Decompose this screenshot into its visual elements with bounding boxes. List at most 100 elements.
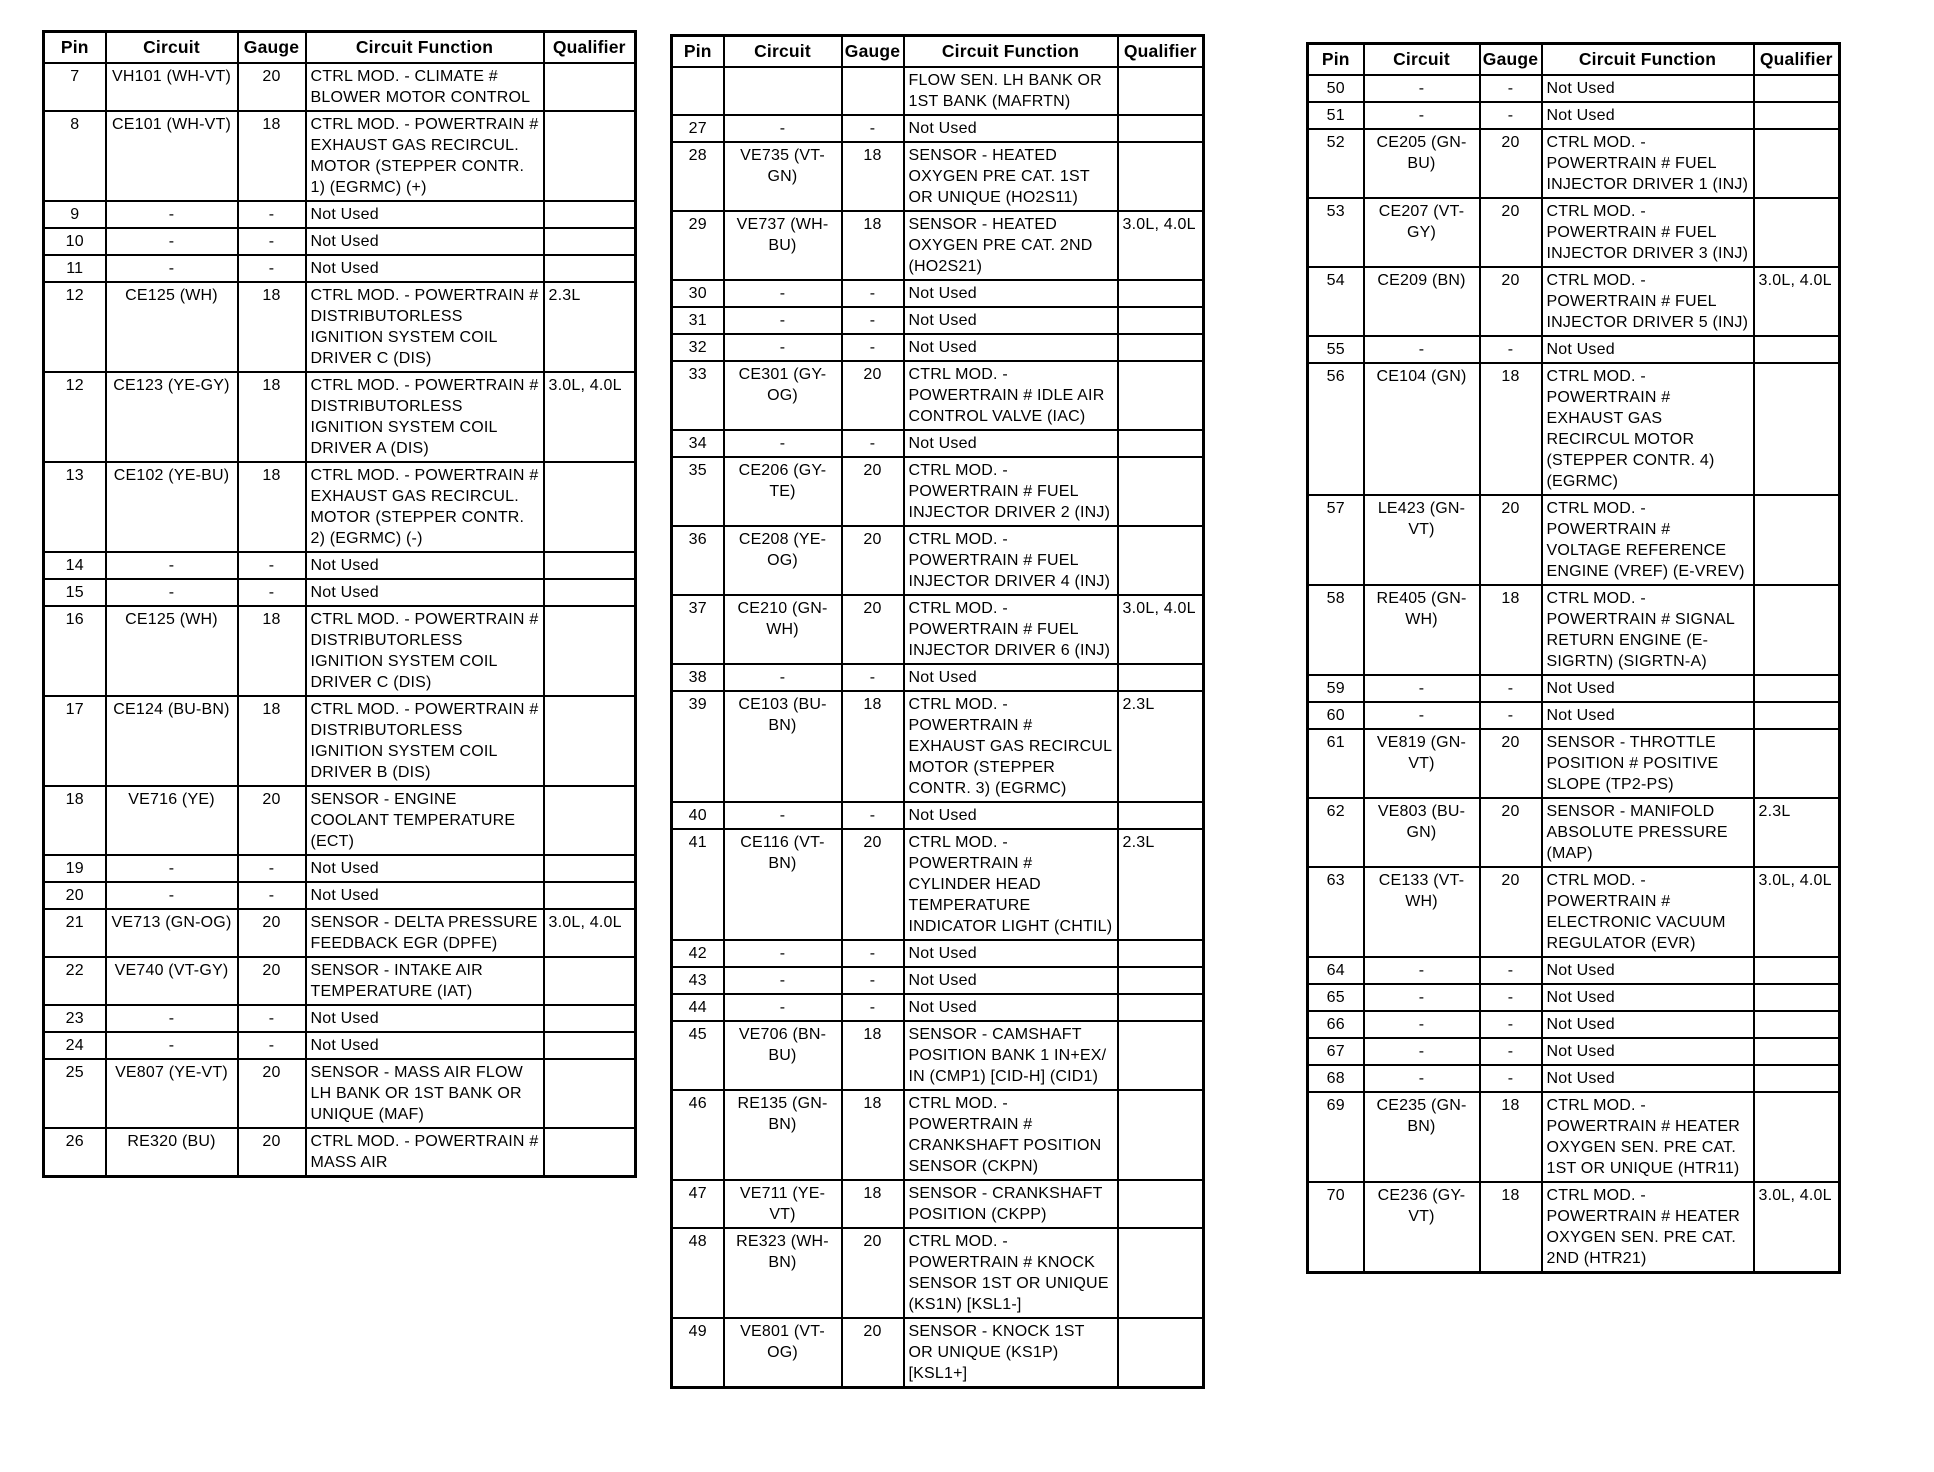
circuit-function-cell: Not Used [1540,701,1755,730]
gauge-cell: 18 [840,210,905,281]
qualifier-cell [542,551,637,580]
circuit-function-cell: CTRL MOD. - POWERTRAIN # DISTRIBUTORLESS… [304,695,545,787]
circuit-function-cell: SENSOR - ENGINE COOLANT TEMPERATURE (ECT… [304,785,545,856]
table-row: 70 CE236 (GY-VT) 18 CTRL MOD. - POWERTRAIN … [1306,1181,1841,1274]
circuit-function-cell: CTRL MOD. - POWERTRAIN # SIGNAL RETURN E… [1540,584,1755,676]
gauge-cell: - [1478,74,1543,103]
table-row: 13 CE102 (YE-BU) 18 CTRL MOD. - POWERTRAIN … [42,461,637,553]
column-header-gauge: Gauge [840,34,905,68]
table-row: 47 VE711 (YE-VT) 18 SENSOR - CRANKSHAFT POS… [670,1179,1205,1229]
table-row: 61 VE819 (GN-VT) 20 SENSOR - THROTTLE POSIT… [1306,728,1841,799]
qualifier-cell [1752,335,1841,364]
qualifier-cell [1116,114,1205,143]
gauge-cell: 18 [840,1020,905,1091]
header-row: Pin Circuit Gauge Circuit Function Qualifier [1306,42,1841,76]
pin-cell: 30 [670,279,725,308]
pin-cell: 69 [1306,1091,1365,1183]
table-row: 23- - Not Used [42,1004,637,1033]
qualifier-cell [542,1004,637,1033]
gauge-cell: 18 [236,695,307,787]
gauge-cell: 20 [1478,128,1543,199]
qualifier-cell [1752,1037,1841,1066]
gauge-cell: 18 [236,371,307,463]
gauge-cell: - [236,254,307,283]
gauge-cell: 18 [236,110,307,202]
qualifier-cell [1752,983,1841,1012]
circuit-function-cell: Not Used [902,429,1119,458]
circuit-function-cell: Not Used [304,854,545,883]
circuit-function-cell: CTRL MOD. - POWERTRAIN # EXHAUST GAS REC… [304,461,545,553]
circuit-function-cell: Not Used [902,663,1119,692]
circuit-function-cell: Not Used [304,200,545,229]
table-row: 44- - Not Used [670,993,1205,1022]
circuit-function-cell: Not Used [1540,983,1755,1012]
pin-cell: 55 [1306,335,1365,364]
qualifier-cell [1752,1010,1841,1039]
column-header-gauge: Gauge [1478,42,1543,76]
circuit-cell: CE206 (GY-TE) [722,456,843,527]
circuit-cell: CE101 (WH-VT) [104,110,239,202]
pin-cell: 47 [670,1179,725,1229]
circuit-function-cell: CTRL MOD. - POWERTRAIN # MASS AIR [304,1127,545,1178]
gauge-cell [840,66,905,116]
pin-cell: 38 [670,663,725,692]
column-header-qualifier: Qualifier [1752,42,1841,76]
table-row: 58 RE405 (GN-WH) 18 CTRL MOD. - POWERTRAIN … [1306,584,1841,676]
gauge-cell: - [840,333,905,362]
pin-cell: 25 [42,1058,107,1129]
table-row: 20- - Not Used [42,881,637,910]
qualifier-cell [1752,197,1841,268]
circuit-function-cell: Not Used [304,578,545,607]
table-row: 45 VE706 (BN-BU) 18 SENSOR - CAMSHAFT POSIT… [670,1020,1205,1091]
circuit-cell: - [104,254,239,283]
qualifier-cell: 3.0L, 4.0L [542,908,637,958]
gauge-cell: 20 [236,1127,307,1178]
table-row: 66- - Not Used [1306,1010,1841,1039]
gauge-cell: - [840,993,905,1022]
table-row: 39 CE103 (BU-BN) 18 CTRL MOD. - POWERTRAIN … [670,690,1205,803]
column-header-circuit-function: Circuit Function [902,34,1119,68]
pin-cell: 20 [42,881,107,910]
table-row: 50- - Not Used [1306,74,1841,103]
circuit-cell: - [722,429,843,458]
table-row: 8 CE101 (WH-VT) 18 CTRL MOD. - POWERTRAIN #… [42,110,637,202]
circuit-function-cell: CTRL MOD. - POWERTRAIN # VOLTAGE REFEREN… [1540,494,1755,586]
qualifier-cell [1752,101,1841,130]
table-row: 26 RE320 (BU) 20 CTRL MOD. - POWERTRAIN # M… [42,1127,637,1178]
circuit-cell: VE801 (VT-OG) [722,1317,843,1389]
circuit-function-cell: Not Used [1540,335,1755,364]
pin-cell: 65 [1306,983,1365,1012]
pin-cell: 12 [42,371,107,463]
pin-cell: 35 [670,456,725,527]
qualifier-cell [542,881,637,910]
table-row: 59- - Not Used [1306,674,1841,703]
circuit-cell: VE735 (VT-GN) [722,141,843,212]
pinout-table-pins-50-70: Pin Circuit Gauge Circuit Function Qualifier… [1306,42,1841,1274]
qualifier-cell [1116,663,1205,692]
table-row: 40- - Not Used [670,801,1205,830]
pin-cell: 66 [1306,1010,1365,1039]
pin-cell: 59 [1306,674,1365,703]
gauge-cell: - [1478,1064,1543,1093]
column-header-circuit: Circuit [722,34,843,68]
column-header-pin: Pin [1306,42,1365,76]
pin-cell: 60 [1306,701,1365,730]
circuit-function-cell: SENSOR - HEATED OXYGEN PRE CAT. 2ND (HO2… [902,210,1119,281]
circuit-function-cell: Not Used [902,966,1119,995]
qualifier-cell [1752,362,1841,496]
column-header-gauge: Gauge [236,30,307,64]
qualifier-cell [1752,956,1841,985]
qualifier-cell: 3.0L, 4.0L [542,371,637,463]
table-row: 67- - Not Used [1306,1037,1841,1066]
qualifier-cell [1116,1020,1205,1091]
circuit-function-cell: SENSOR - MANIFOLD ABSOLUTE PRESSURE (MAP… [1540,797,1755,868]
gauge-cell: 18 [840,141,905,212]
circuit-cell: VE740 (VT-GY) [104,956,239,1006]
table-row: 46 RE135 (GN-BN) 18 CTRL MOD. - POWERTRAIN … [670,1089,1205,1181]
circuit-function-cell: Not Used [304,551,545,580]
gauge-cell: 20 [1478,866,1543,958]
gauge-cell: 20 [236,62,307,112]
qualifier-cell [542,110,637,202]
qualifier-cell [1116,801,1205,830]
circuit-cell: - [104,881,239,910]
